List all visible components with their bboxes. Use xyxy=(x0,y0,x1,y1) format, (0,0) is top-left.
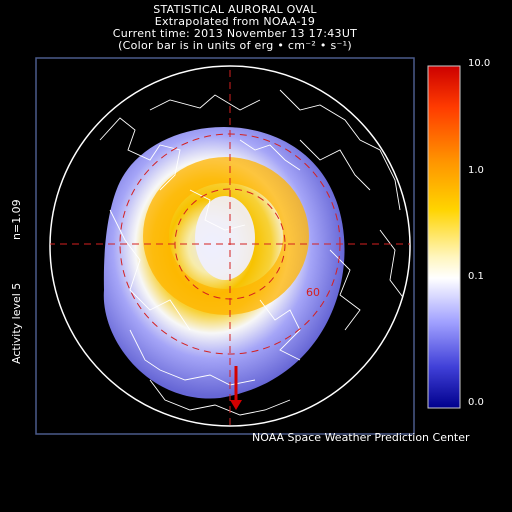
n-value-label: n=1.09 xyxy=(10,199,23,240)
color-bar xyxy=(427,65,461,409)
colorbar-tick-0: 0.0 xyxy=(468,397,484,408)
lat-lon-grid xyxy=(50,66,410,426)
current-time: Current time: 2013 November 13 17:43UT xyxy=(112,27,358,40)
colorbar-tick-01: 0.1 xyxy=(468,271,484,282)
chart-title: STATISTICAL AURORAL OVAL xyxy=(153,3,317,16)
credit-text: NOAA Space Weather Prediction Center xyxy=(252,431,470,444)
polar-cap xyxy=(195,196,255,280)
latitude-label: 60 xyxy=(306,286,320,299)
auroral-ring xyxy=(143,157,309,315)
activity-level-label: Activity level 5 xyxy=(10,282,23,364)
units-note: (Color bar is in units of erg • cm⁻² • s… xyxy=(118,39,352,52)
colorbar-tick-1: 1.0 xyxy=(468,165,484,176)
plot-frame xyxy=(35,57,415,435)
chart-subtitle: Extrapolated from NOAA-19 xyxy=(154,15,316,28)
colorbar-tick-10: 10.0 xyxy=(468,58,491,69)
title-block: STATISTICAL AURORAL OVAL Extrapolated fr… xyxy=(40,4,430,52)
sun-direction-arrowhead xyxy=(230,400,242,410)
